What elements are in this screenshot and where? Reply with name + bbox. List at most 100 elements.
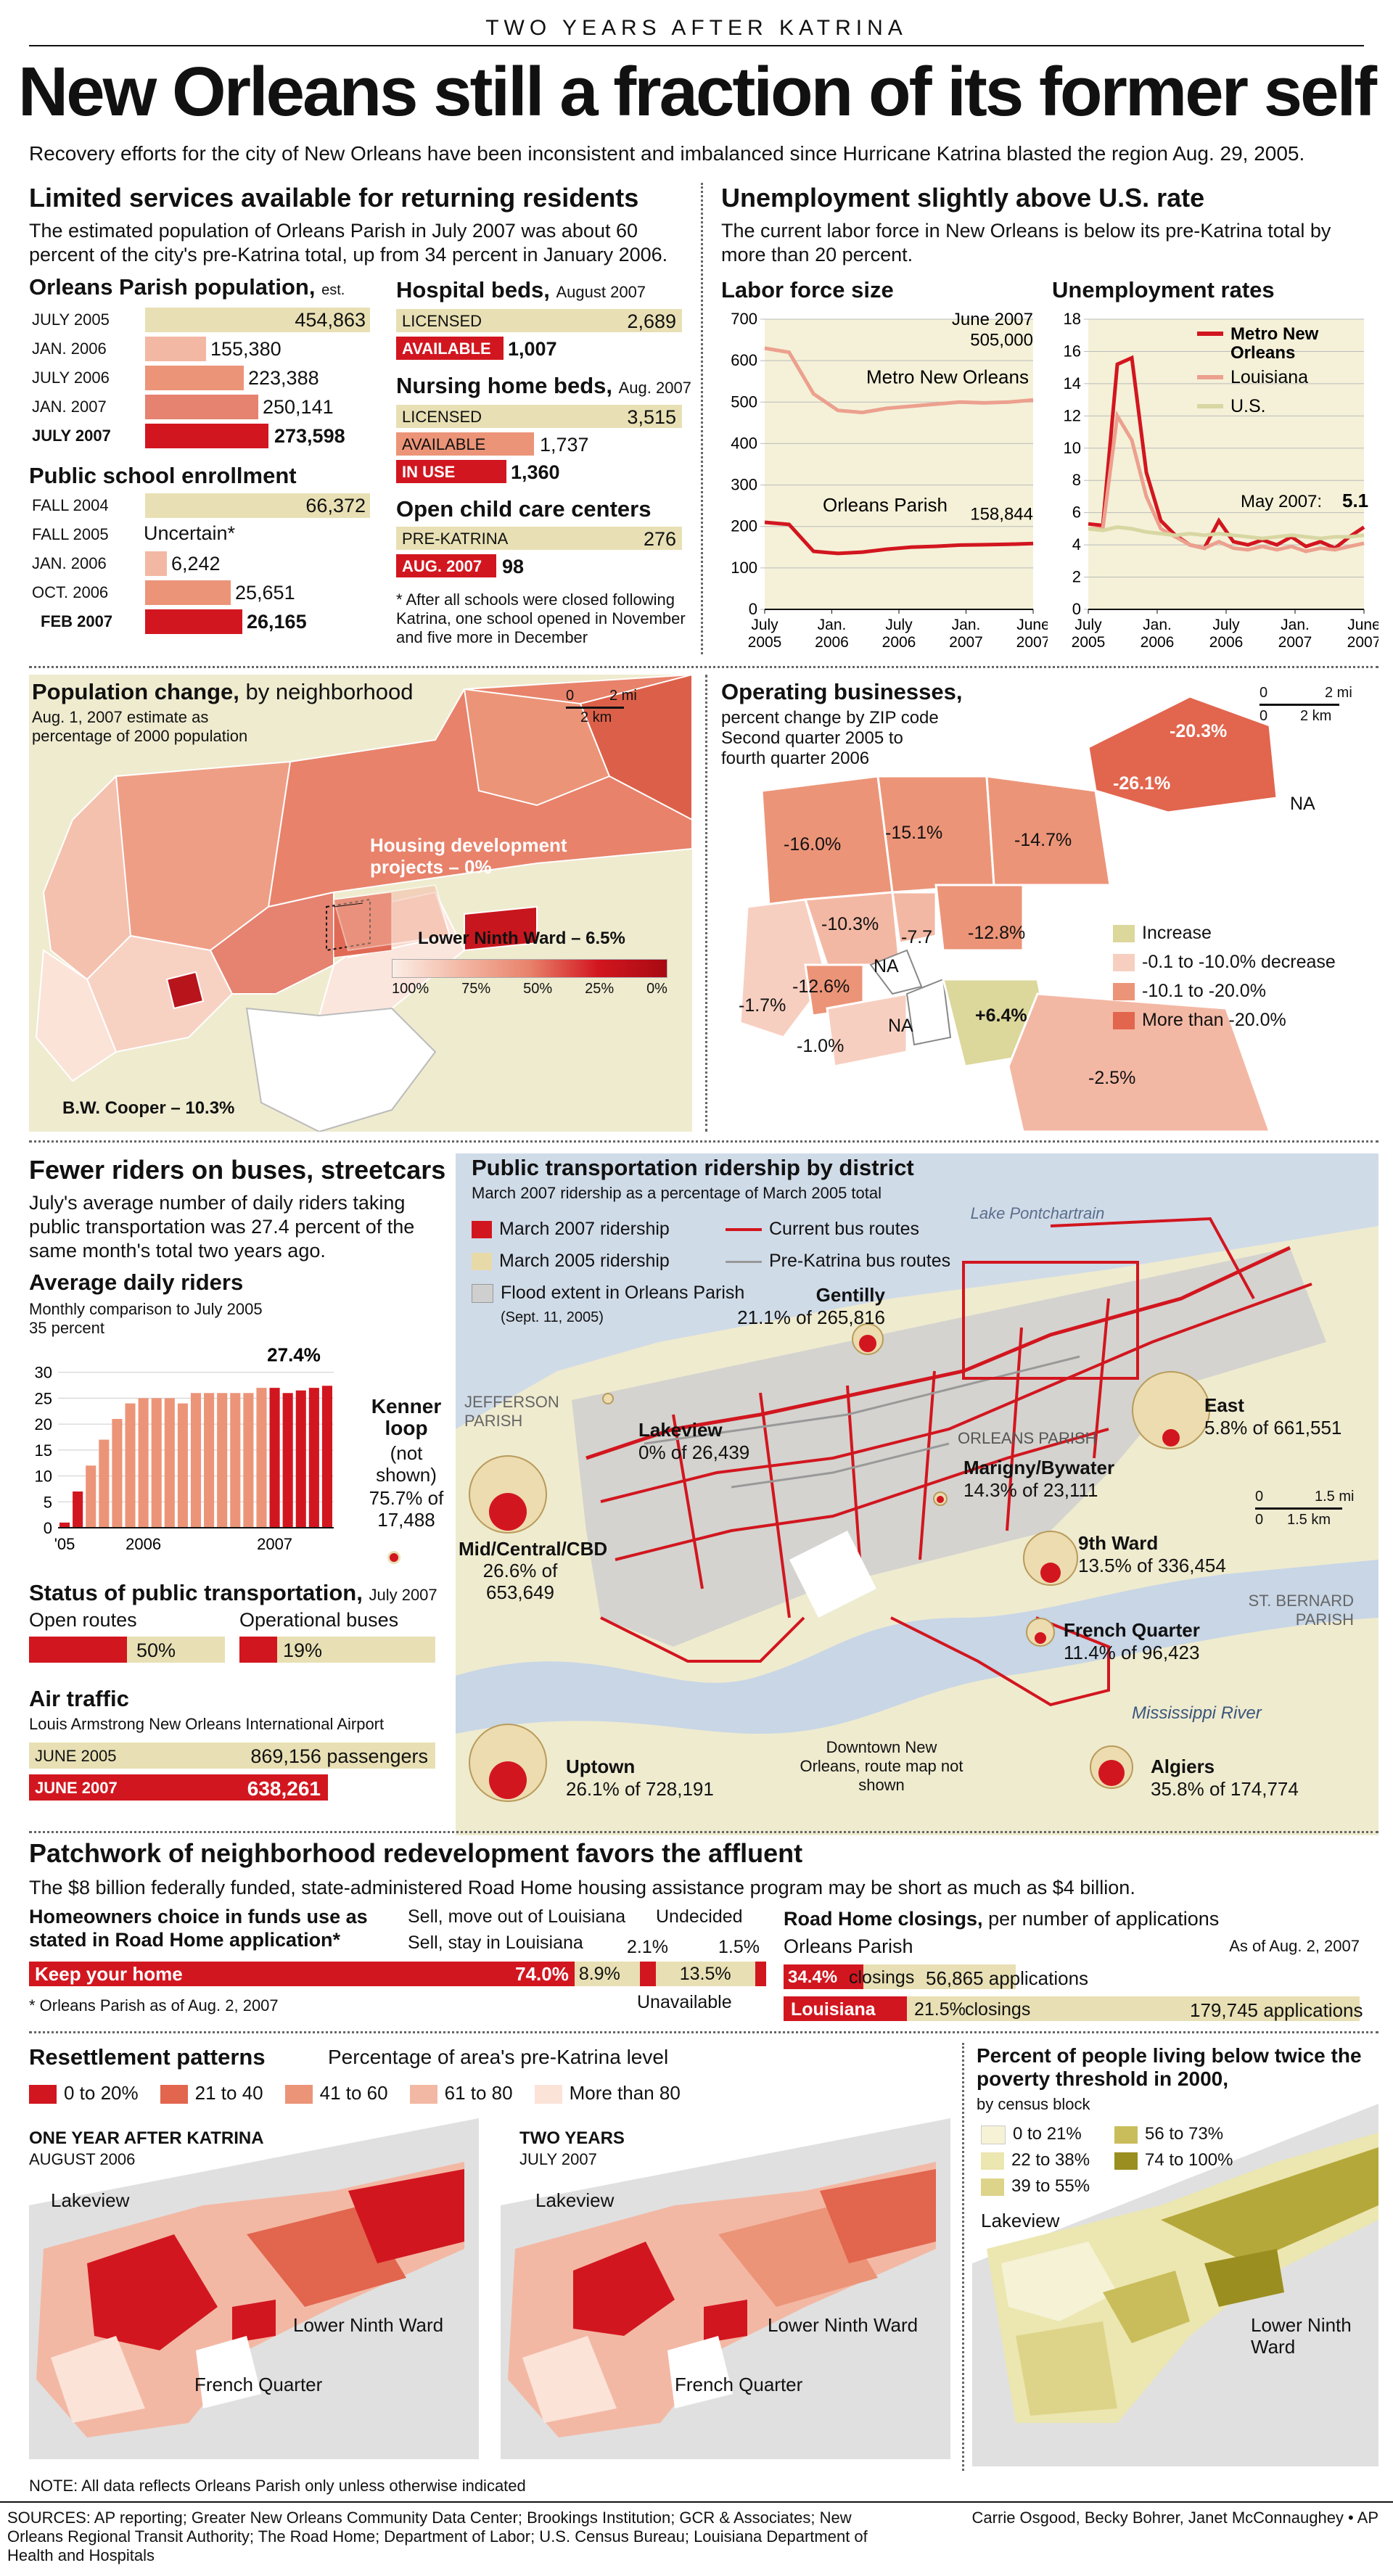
ridership-subtitle: March 2007 ridership as a percentage of …	[472, 1184, 882, 1202]
annotation-label: May 2007:	[1241, 492, 1322, 511]
closings-apps: 179,745 applications	[1190, 1999, 1363, 2021]
poverty-label: Lower Ninth Ward	[1251, 2314, 1352, 2358]
pop-label: JULY 2007	[32, 427, 111, 445]
resettlement-legend-title: Percentage of area's pre-Katrina level	[328, 2046, 669, 2068]
school-label: FALL 2005	[32, 525, 109, 543]
business-subtitle: percent change by ZIP code Second quarte…	[721, 708, 939, 768]
business-legend: Increase -0.1 to -10.0% decrease -10.1 t…	[1113, 918, 1336, 1034]
status-label: Operational buses	[239, 1609, 399, 1631]
riders-ylabel: 35 percent	[29, 1319, 104, 1337]
pop-legend: 100% 75% 50% 25% 0%	[392, 959, 667, 997]
downtown-note: Downtown New Orleans, route map not show…	[800, 1738, 963, 1794]
school-label: OCT. 2006	[32, 583, 109, 601]
kenner-value: 75.7% of 17,488	[369, 1487, 444, 1531]
bar	[204, 1393, 215, 1528]
x-tick-label: '05	[54, 1535, 75, 1553]
kicker: TWO YEARS AFTER KATRINA	[485, 16, 908, 40]
nursing-value: 1,360	[511, 461, 560, 483]
poverty-subtitle: by census block	[977, 2095, 1090, 2113]
pop-legend-label: 25%	[585, 981, 615, 997]
y-tick-label: 16	[1064, 342, 1081, 360]
bar	[282, 1393, 293, 1528]
x-tick-label: 2005	[1072, 634, 1106, 651]
footnote: * After all schools were closed followin…	[396, 590, 686, 646]
map2-label: Lakeview	[535, 2189, 615, 2211]
pop-map-subtitle: Aug. 1, 2007 estimate as percentage of 2…	[32, 708, 248, 745]
y-tick-label: 14	[1064, 374, 1081, 392]
y-tick-label: 0	[44, 1519, 52, 1537]
divider	[29, 1140, 1378, 1143]
y-tick-label: 100	[731, 559, 757, 577]
district-uptown: Uptown 26.1% of 728,191	[566, 1756, 714, 1800]
closings-word: closings	[965, 1999, 1031, 2020]
district-mid: Mid/Central/CBD 26.6% of 653,649	[459, 1538, 608, 1603]
status-title: Status of public transportation, July 20…	[29, 1580, 437, 1605]
series-label: Orleans Parish	[823, 494, 948, 516]
legend-item: More than 80	[534, 2082, 681, 2104]
pop-value: 273,598	[274, 425, 345, 447]
school-bar	[145, 609, 242, 634]
resettlement-title: Resettlement patterns	[29, 2044, 266, 2070]
pop-bar	[145, 395, 258, 419]
x-tick-label: 2007	[949, 634, 983, 651]
y-tick-label: 0	[1072, 600, 1081, 618]
riders-subtitle: Monthly comparison to July 2005	[29, 1300, 263, 1318]
footer-rule	[0, 2501, 1393, 2503]
y-tick-label: 400	[731, 434, 757, 452]
pop-value: 250,141	[263, 396, 334, 418]
pop-label: JAN. 2006	[32, 340, 107, 358]
x-tick-label: Jan.	[1143, 617, 1172, 633]
place-st-bernard: ST. BERNARD PARISH	[1248, 1592, 1354, 1629]
population-map-shapes	[35, 675, 692, 1132]
map1-date: AUGUST 2006	[29, 2150, 136, 2168]
annotation: June 2007	[952, 310, 1033, 329]
child-value: 98	[502, 556, 525, 577]
map2-date: JULY 2007	[519, 2150, 597, 2168]
legend-item: More than -20.0%	[1113, 1005, 1336, 1034]
choice-sell-out: 8.9%	[574, 1962, 641, 1986]
series-line	[764, 520, 1034, 556]
school-title: Public school enrollment	[29, 463, 297, 488]
pop-legend-label: 0%	[646, 981, 667, 997]
ridership-bubble-2007	[937, 1496, 944, 1503]
divider	[29, 1831, 1378, 1833]
legend-item: 21 to 40	[160, 2082, 263, 2104]
school-label: FEB 2007	[41, 612, 113, 630]
legend-item: 61 to 80	[409, 2082, 513, 2104]
legend-note: (Sept. 11, 2005)	[501, 1309, 604, 1325]
choice-undecided: 13.5%	[655, 1962, 755, 1986]
map1-label: French Quarter	[194, 2374, 323, 2395]
map-shapes	[501, 2118, 950, 2459]
ridership-bubble-2007	[1035, 1632, 1046, 1644]
x-tick-label: 2006	[1141, 634, 1175, 651]
choice-unavailable	[755, 1962, 766, 1986]
choice-value: 2.1%	[627, 1937, 668, 1957]
x-tick-label: 2006	[126, 1535, 161, 1553]
place-lake: Lake Pontchartrain	[970, 1204, 1105, 1222]
nursing-label: IN USE	[402, 463, 456, 481]
y-tick-label: 0	[749, 600, 757, 618]
closings-title: Road Home closings, per number of applic…	[784, 1908, 1220, 1930]
y-tick-label: 300	[731, 476, 757, 494]
legend-label: U.S.	[1230, 396, 1266, 416]
district-gentilly: Gentilly 21.1% of 265,816	[737, 1284, 885, 1328]
bar	[73, 1491, 83, 1528]
place-jefferson: JEFFERSON PARISH	[464, 1393, 559, 1430]
plot-area	[1088, 319, 1364, 609]
legend-label: Metro New	[1230, 324, 1319, 344]
daily-riders-chart: 0 5 10 15 20 25 30 '05 2006 2007 27.4%	[35, 1343, 334, 1553]
legend-item: 22 to 38%	[981, 2147, 1090, 2173]
y-tick-label: 10	[1064, 439, 1081, 457]
choice-keep: Keep your home 74.0%	[29, 1962, 575, 1986]
x-tick-label: 2006	[815, 634, 849, 651]
map1-label: Lower Ninth Ward	[293, 2314, 444, 2336]
x-tick-label: July	[1074, 617, 1102, 633]
bar	[308, 1388, 319, 1528]
scale-bar: 0 2 mi 2 km	[566, 688, 646, 725]
legend-item: 56 to 73%	[1114, 2121, 1223, 2147]
y-tick-label: 20	[35, 1415, 52, 1433]
bar	[86, 1465, 96, 1528]
school-value: 66,372	[305, 495, 366, 517]
y-tick-label: 25	[35, 1389, 52, 1407]
unemployment-title: Unemployment slightly above U.S. rate	[721, 183, 1205, 213]
